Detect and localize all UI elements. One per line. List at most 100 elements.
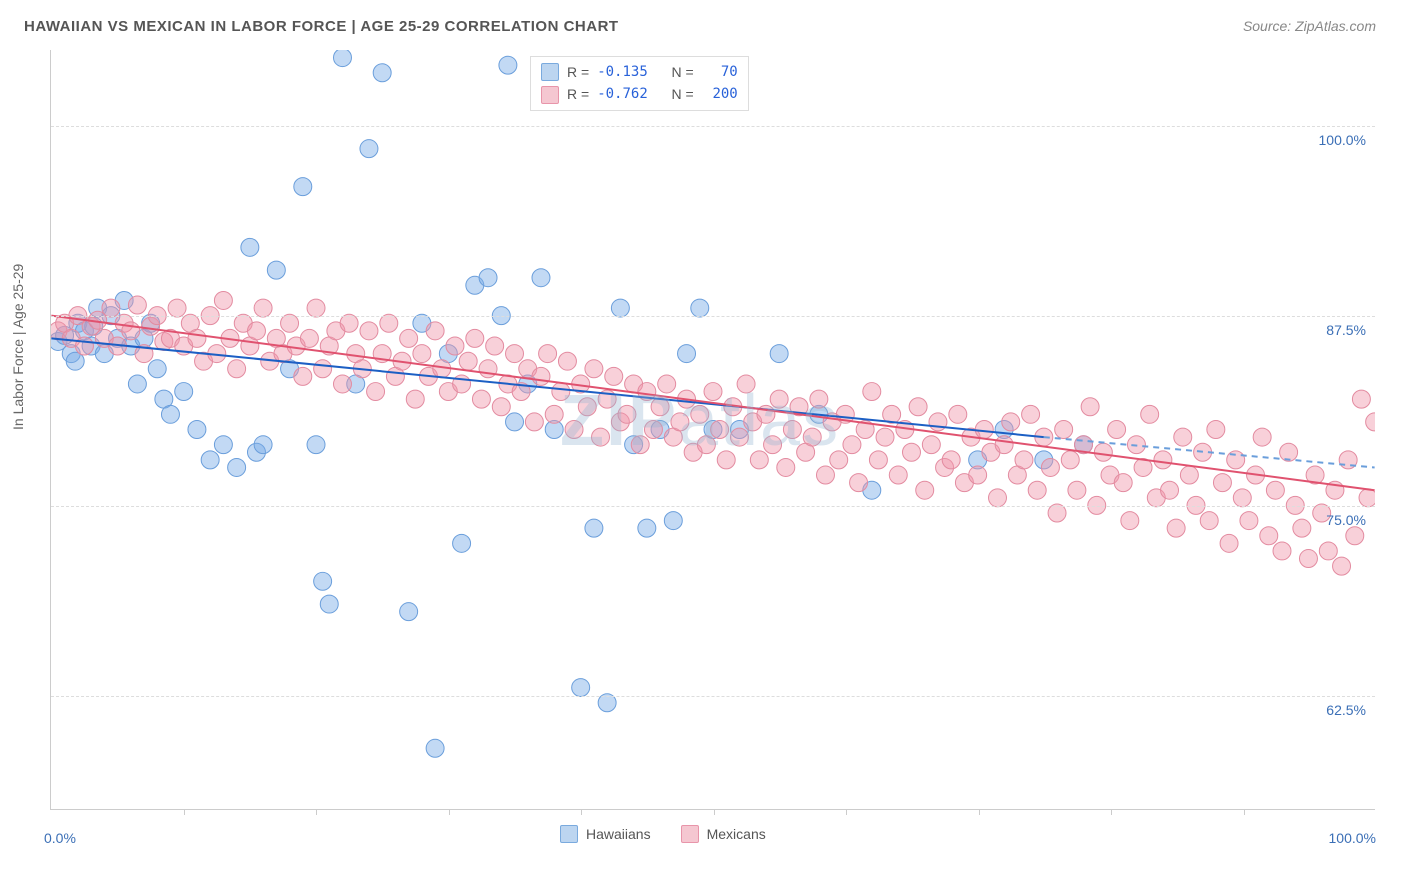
scatter-point xyxy=(1141,405,1159,423)
x-tick xyxy=(1111,809,1112,815)
scatter-point xyxy=(1359,489,1375,507)
gridline-h xyxy=(51,506,1375,507)
scatter-point xyxy=(850,474,868,492)
scatter-point xyxy=(175,383,193,401)
scatter-point xyxy=(1068,481,1086,499)
scatter-point xyxy=(1200,512,1218,530)
pink-swatch-icon xyxy=(541,86,559,104)
legend-series-item: Mexicans xyxy=(681,825,766,843)
scatter-point xyxy=(1273,542,1291,560)
x-tick xyxy=(316,809,317,815)
scatter-point xyxy=(1180,466,1198,484)
scatter-point xyxy=(294,367,312,385)
scatter-point xyxy=(307,299,325,317)
x-tick xyxy=(1244,809,1245,815)
n-value: 200 xyxy=(702,83,738,105)
scatter-point xyxy=(472,390,490,408)
plot-area xyxy=(50,50,1375,810)
scatter-point xyxy=(816,466,834,484)
scatter-point xyxy=(1161,481,1179,499)
source-label: Source: ZipAtlas.com xyxy=(1243,18,1376,34)
n-label: N = xyxy=(672,83,694,105)
legend-stats: R =-0.135 N =70R =-0.762 N =200 xyxy=(530,56,749,111)
scatter-point xyxy=(228,458,246,476)
y-tick-label: 75.0% xyxy=(1326,512,1366,528)
trend-line xyxy=(51,316,1374,491)
scatter-point xyxy=(969,466,987,484)
scatter-point xyxy=(830,451,848,469)
scatter-point xyxy=(810,390,828,408)
scatter-point xyxy=(506,345,524,363)
scatter-point xyxy=(201,451,219,469)
scatter-point xyxy=(1002,413,1020,431)
gridline-h xyxy=(51,316,1375,317)
scatter-point xyxy=(1081,398,1099,416)
scatter-point xyxy=(1253,428,1271,446)
scatter-point xyxy=(552,383,570,401)
n-value: 70 xyxy=(702,61,738,83)
scatter-point xyxy=(737,375,755,393)
scatter-point xyxy=(889,466,907,484)
scatter-point xyxy=(863,383,881,401)
scatter-point xyxy=(426,739,444,757)
scatter-point xyxy=(1061,451,1079,469)
scatter-point xyxy=(1207,421,1225,439)
n-label: N = xyxy=(672,61,694,83)
scatter-point xyxy=(929,413,947,431)
scatter-point xyxy=(876,428,894,446)
scatter-point xyxy=(254,299,272,317)
scatter-point xyxy=(691,405,709,423)
source-prefix: Source: xyxy=(1243,18,1291,34)
source-value: ZipAtlas.com xyxy=(1295,18,1376,34)
scatter-point xyxy=(638,519,656,537)
scatter-point xyxy=(102,299,120,317)
scatter-point xyxy=(942,451,960,469)
scatter-point xyxy=(1299,550,1317,568)
scatter-point xyxy=(446,337,464,355)
scatter-point xyxy=(499,56,517,74)
scatter-point xyxy=(188,421,206,439)
scatter-point xyxy=(975,421,993,439)
scatter-point xyxy=(75,337,93,355)
scatter-point xyxy=(592,428,610,446)
pink-swatch-icon xyxy=(681,825,699,843)
legend-stat-row: R =-0.135 N =70 xyxy=(541,61,738,83)
legend-series: Hawaiians Mexicans xyxy=(560,825,766,843)
r-value: -0.135 xyxy=(597,61,648,83)
scatter-point xyxy=(1227,451,1245,469)
scatter-point xyxy=(479,269,497,287)
scatter-point xyxy=(320,595,338,613)
scatter-point xyxy=(1240,512,1258,530)
scatter-point xyxy=(618,405,636,423)
scatter-point xyxy=(426,322,444,340)
scatter-point xyxy=(128,296,146,314)
scatter-point xyxy=(916,481,934,499)
scatter-point xyxy=(1266,481,1284,499)
scatter-point xyxy=(1333,557,1351,575)
scatter-point xyxy=(605,367,623,385)
scatter-point xyxy=(486,337,504,355)
scatter-point xyxy=(631,436,649,454)
scatter-point xyxy=(922,436,940,454)
scatter-point xyxy=(214,436,232,454)
scatter-point xyxy=(367,383,385,401)
scatter-point xyxy=(525,413,543,431)
scatter-point xyxy=(1260,527,1278,545)
scatter-point xyxy=(565,421,583,439)
gridline-h xyxy=(51,696,1375,697)
scatter-point xyxy=(611,299,629,317)
x-tick xyxy=(449,809,450,815)
scatter-point xyxy=(1220,534,1238,552)
scatter-point xyxy=(1028,481,1046,499)
legend-series-item: Hawaiians xyxy=(560,825,651,843)
r-value: -0.762 xyxy=(597,83,648,105)
scatter-point xyxy=(803,428,821,446)
scatter-point xyxy=(400,329,418,347)
scatter-point xyxy=(585,360,603,378)
scatter-point xyxy=(334,50,352,67)
blue-swatch-icon xyxy=(541,63,559,81)
x-tick xyxy=(846,809,847,815)
scatter-point xyxy=(128,375,146,393)
scatter-point xyxy=(334,375,352,393)
scatter-point xyxy=(466,329,484,347)
